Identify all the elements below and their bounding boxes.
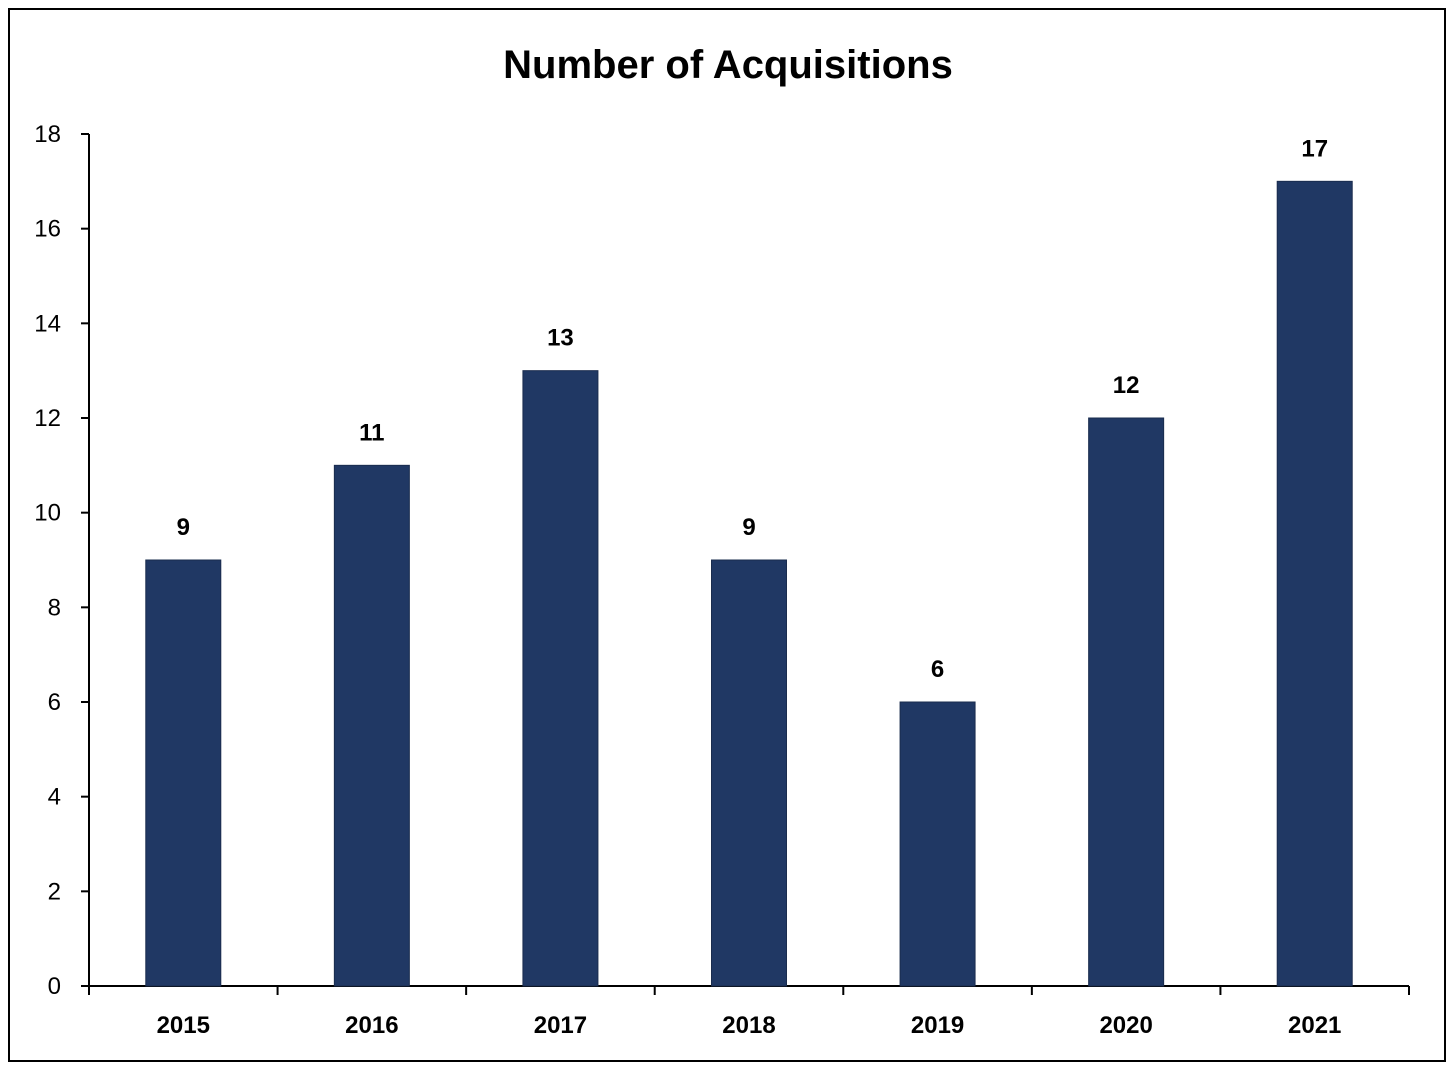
data-labels: 9 11 13 9 6 12 17 [177,135,1328,683]
data-label-2020: 12 [1113,372,1140,399]
y-tick-label: 2 [48,878,61,905]
bar-2021 [1276,180,1353,987]
data-label-2017: 13 [547,325,574,352]
y-tick-label: 8 [48,594,61,621]
data-label-2021: 17 [1301,135,1328,162]
y-tick-label: 4 [48,784,61,811]
data-label-2019: 6 [931,656,944,683]
y-tick-label: 14 [34,310,61,337]
bars [145,180,1353,987]
y-tick-label: 0 [48,973,61,1000]
chart-title: Number of Acquisitions [503,43,953,87]
y-tick-label: 10 [34,500,61,527]
x-tick-label: 2018 [722,1012,775,1039]
y-axis: 0 2 4 6 8 10 12 14 16 18 [34,121,90,1000]
data-label-2015: 9 [177,514,190,541]
x-axis: 2015 2016 2017 2018 2019 2020 2021 [88,985,1410,1039]
bar-2017 [522,370,599,987]
y-tick-label: 6 [48,689,61,716]
x-tick-label: 2017 [534,1012,587,1039]
bar-2016 [333,464,410,987]
bar-2018 [711,559,787,987]
data-label-2016: 11 [359,419,384,446]
x-tick-label: 2016 [345,1012,398,1039]
bar-2020 [1088,417,1165,987]
x-tick-label: 2020 [1099,1012,1152,1039]
bar-2019 [899,701,976,987]
y-tick-label: 16 [34,216,61,243]
bar-2015 [145,559,222,987]
data-label-2018: 9 [742,514,755,541]
x-tick-label: 2015 [157,1012,210,1039]
x-tick-label: 2021 [1288,1012,1341,1039]
y-tick-label: 12 [34,405,61,432]
y-tick-label: 18 [34,121,61,148]
x-tick-label: 2019 [911,1012,964,1039]
